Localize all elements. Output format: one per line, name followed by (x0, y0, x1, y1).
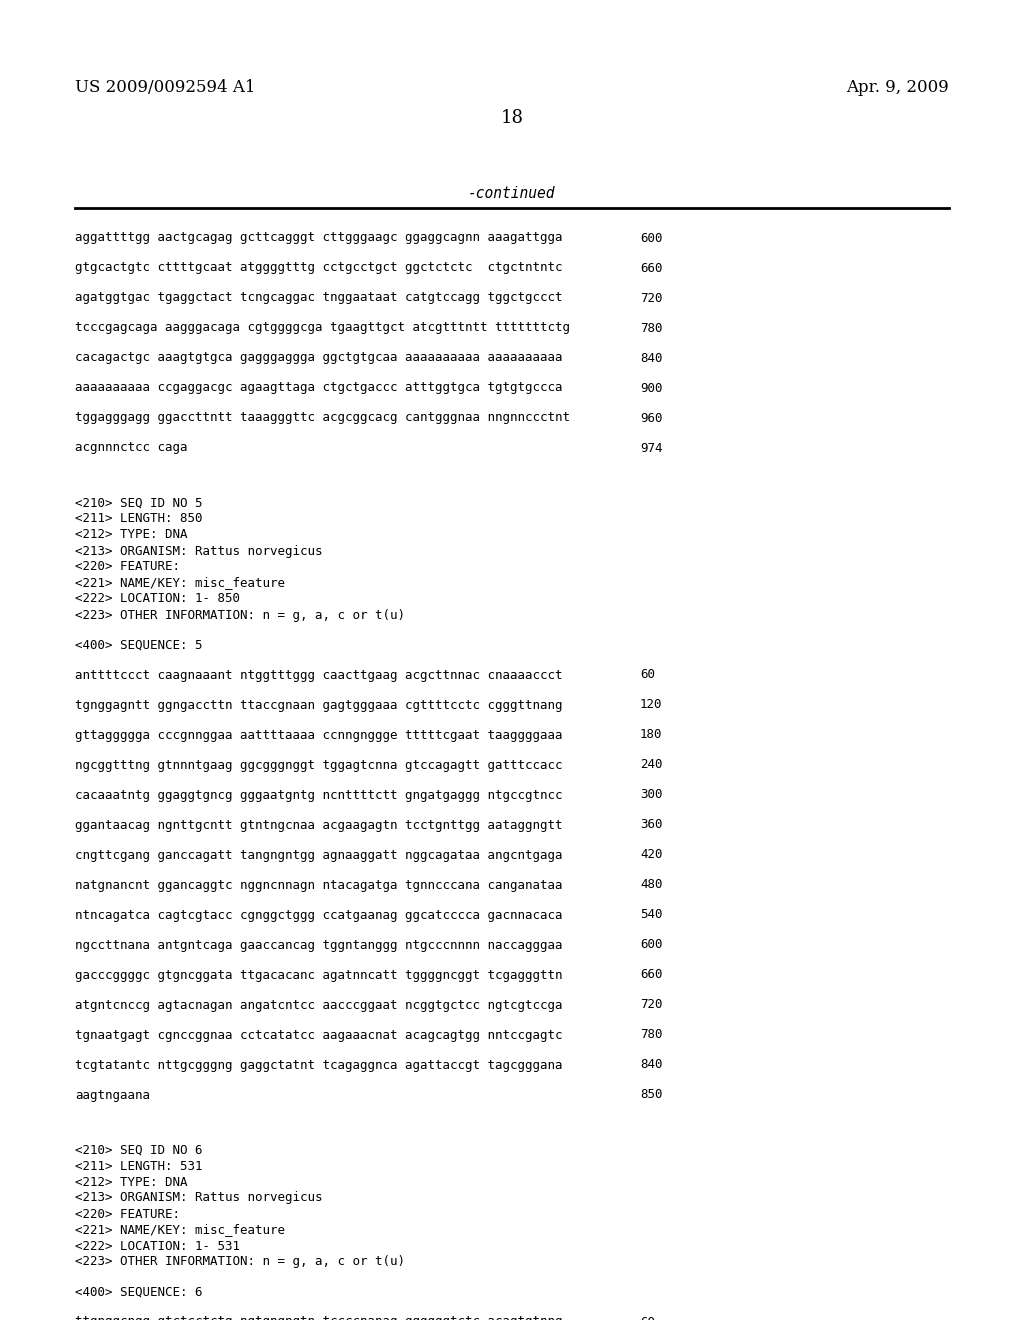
Text: 900: 900 (640, 381, 663, 395)
Text: cacagactgc aaagtgtgca gagggaggga ggctgtgcaa aaaaaaaaaa aaaaaaaaaa: cacagactgc aaagtgtgca gagggaggga ggctgtg… (75, 351, 562, 364)
Text: 720: 720 (640, 292, 663, 305)
Text: tcccgagcaga aagggacaga cgtggggcga tgaagttgct atcgtttntt tttttttctg: tcccgagcaga aagggacaga cgtggggcga tgaagt… (75, 322, 570, 334)
Text: ggantaacag ngnttgcntt gtntngcnaa acgaagagtn tcctgnttgg aataggngtt: ggantaacag ngnttgcntt gtntngcnaa acgaaga… (75, 818, 562, 832)
Text: 480: 480 (640, 879, 663, 891)
Text: <222> LOCATION: 1- 531: <222> LOCATION: 1- 531 (75, 1239, 240, 1253)
Text: tggagggagg ggaccttntt taaagggttc acgcggcacg cantgggnaa nngnnccctnt: tggagggagg ggaccttntt taaagggttc acgcggc… (75, 412, 570, 425)
Text: 120: 120 (640, 698, 663, 711)
Text: 240: 240 (640, 759, 663, 771)
Text: 660: 660 (640, 969, 663, 982)
Text: <211> LENGTH: 850: <211> LENGTH: 850 (75, 512, 203, 525)
Text: aagtngaana: aagtngaana (75, 1089, 150, 1101)
Text: <212> TYPE: DNA: <212> TYPE: DNA (75, 1176, 187, 1188)
Text: 540: 540 (640, 908, 663, 921)
Text: 360: 360 (640, 818, 663, 832)
Text: 420: 420 (640, 849, 663, 862)
Text: gacccggggc gtgncggata ttgacacanc agatnncatt tggggncggt tcgagggttn: gacccggggc gtgncggata ttgacacanc agatnnc… (75, 969, 562, 982)
Text: ntncagatca cagtcgtacc cgnggctggg ccatgaanag ggcatcccca gacnnacaca: ntncagatca cagtcgtacc cgnggctggg ccatgaa… (75, 908, 562, 921)
Text: Apr. 9, 2009: Apr. 9, 2009 (846, 79, 949, 96)
Text: ttgnggcngg gtctcctctg ngtgngngtn tccccnanag ggggggtctc acagtgtnng: ttgnggcngg gtctcctctg ngtgngngtn tccccna… (75, 1316, 562, 1320)
Text: <211> LENGTH: 531: <211> LENGTH: 531 (75, 1159, 203, 1172)
Text: <222> LOCATION: 1- 850: <222> LOCATION: 1- 850 (75, 593, 240, 606)
Text: cacaaatntg ggaggtgncg gggaatgntg ncnttttctt gngatgaggg ntgccgtncc: cacaaatntg ggaggtgncg gggaatgntg ncntttt… (75, 788, 562, 801)
Text: 840: 840 (640, 351, 663, 364)
Text: cngttcgang ganccagatt tangngntgg agnaaggatt nggcagataa angcntgaga: cngttcgang ganccagatt tangngntgg agnaagg… (75, 849, 562, 862)
Text: <210> SEQ ID NO 5: <210> SEQ ID NO 5 (75, 496, 203, 510)
Text: <221> NAME/KEY: misc_feature: <221> NAME/KEY: misc_feature (75, 577, 285, 590)
Text: 850: 850 (640, 1089, 663, 1101)
Text: 18: 18 (501, 110, 523, 127)
Text: <400> SEQUENCE: 5: <400> SEQUENCE: 5 (75, 639, 203, 652)
Text: anttttccct caagnaaant ntggtttggg caacttgaag acgcttnnac cnaaaaccct: anttttccct caagnaaant ntggtttggg caacttg… (75, 668, 562, 681)
Text: 974: 974 (640, 441, 663, 454)
Text: tgnggagntt ggngaccttn ttaccgnaan gagtgggaaa cgttttcctc cgggttnang: tgnggagntt ggngaccttn ttaccgnaan gagtggg… (75, 698, 562, 711)
Text: acgnnnctcc caga: acgnnnctcc caga (75, 441, 187, 454)
Text: <213> ORGANISM: Rattus norvegicus: <213> ORGANISM: Rattus norvegicus (75, 544, 323, 557)
Text: 600: 600 (640, 939, 663, 952)
Text: ngccttnana antgntcaga gaaccancag tggntanggg ntgcccnnnn naccagggaa: ngccttnana antgntcaga gaaccancag tggntan… (75, 939, 562, 952)
Text: <220> FEATURE:: <220> FEATURE: (75, 561, 180, 573)
Text: <223> OTHER INFORMATION: n = g, a, c or t(u): <223> OTHER INFORMATION: n = g, a, c or … (75, 1255, 406, 1269)
Text: 840: 840 (640, 1059, 663, 1072)
Text: <210> SEQ ID NO 6: <210> SEQ ID NO 6 (75, 1143, 203, 1156)
Text: 660: 660 (640, 261, 663, 275)
Text: 780: 780 (640, 1028, 663, 1041)
Text: -continued: -continued (468, 186, 556, 201)
Text: 60: 60 (640, 668, 655, 681)
Text: aaaaaaaaaa ccgaggacgc agaagttaga ctgctgaccc atttggtgca tgtgtgccca: aaaaaaaaaa ccgaggacgc agaagttaga ctgctga… (75, 381, 562, 395)
Text: 300: 300 (640, 788, 663, 801)
Text: agatggtgac tgaggctact tcngcaggac tnggaataat catgtccagg tggctgccct: agatggtgac tgaggctact tcngcaggac tnggaat… (75, 292, 562, 305)
Text: gttaggggga cccgnnggaa aattttaaaa ccnngnggge tttttcgaat taaggggaaa: gttaggggga cccgnnggaa aattttaaaa ccnngng… (75, 729, 562, 742)
Text: gtgcactgtc cttttgcaat atggggtttg cctgcctgct ggctctctc  ctgctntntc: gtgcactgtc cttttgcaat atggggtttg cctgcct… (75, 261, 562, 275)
Text: <400> SEQUENCE: 6: <400> SEQUENCE: 6 (75, 1286, 203, 1299)
Text: 720: 720 (640, 998, 663, 1011)
Text: natgnancnt ggancaggtc nggncnnagn ntacagatga tgnncccana canganataa: natgnancnt ggancaggtc nggncnnagn ntacaga… (75, 879, 562, 891)
Text: <223> OTHER INFORMATION: n = g, a, c or t(u): <223> OTHER INFORMATION: n = g, a, c or … (75, 609, 406, 622)
Text: <220> FEATURE:: <220> FEATURE: (75, 1208, 180, 1221)
Text: 600: 600 (640, 231, 663, 244)
Text: <221> NAME/KEY: misc_feature: <221> NAME/KEY: misc_feature (75, 1224, 285, 1237)
Text: aggattttgg aactgcagag gcttcagggt cttgggaagc ggaggcagnn aaagattgga: aggattttgg aactgcagag gcttcagggt cttggga… (75, 231, 562, 244)
Text: 180: 180 (640, 729, 663, 742)
Text: <213> ORGANISM: Rattus norvegicus: <213> ORGANISM: Rattus norvegicus (75, 1192, 323, 1204)
Text: US 2009/0092594 A1: US 2009/0092594 A1 (75, 79, 256, 96)
Text: tcgtatantc nttgcgggng gaggctatnt tcagaggnca agattaccgt tagcgggana: tcgtatantc nttgcgggng gaggctatnt tcagagg… (75, 1059, 562, 1072)
Text: ngcggtttng gtnnntgaag ggcgggnggt tggagtcnna gtccagagtt gatttccacc: ngcggtttng gtnnntgaag ggcgggnggt tggagtc… (75, 759, 562, 771)
Text: 60: 60 (640, 1316, 655, 1320)
Text: <212> TYPE: DNA: <212> TYPE: DNA (75, 528, 187, 541)
Text: 780: 780 (640, 322, 663, 334)
Text: atgntcnccg agtacnagan angatcntcc aacccggaat ncggtgctcc ngtcgtccga: atgntcnccg agtacnagan angatcntcc aacccgg… (75, 998, 562, 1011)
Text: 960: 960 (640, 412, 663, 425)
Text: tgnaatgagt cgnccggnaa cctcatatcc aagaaacnat acagcagtgg nntccgagtc: tgnaatgagt cgnccggnaa cctcatatcc aagaaac… (75, 1028, 562, 1041)
